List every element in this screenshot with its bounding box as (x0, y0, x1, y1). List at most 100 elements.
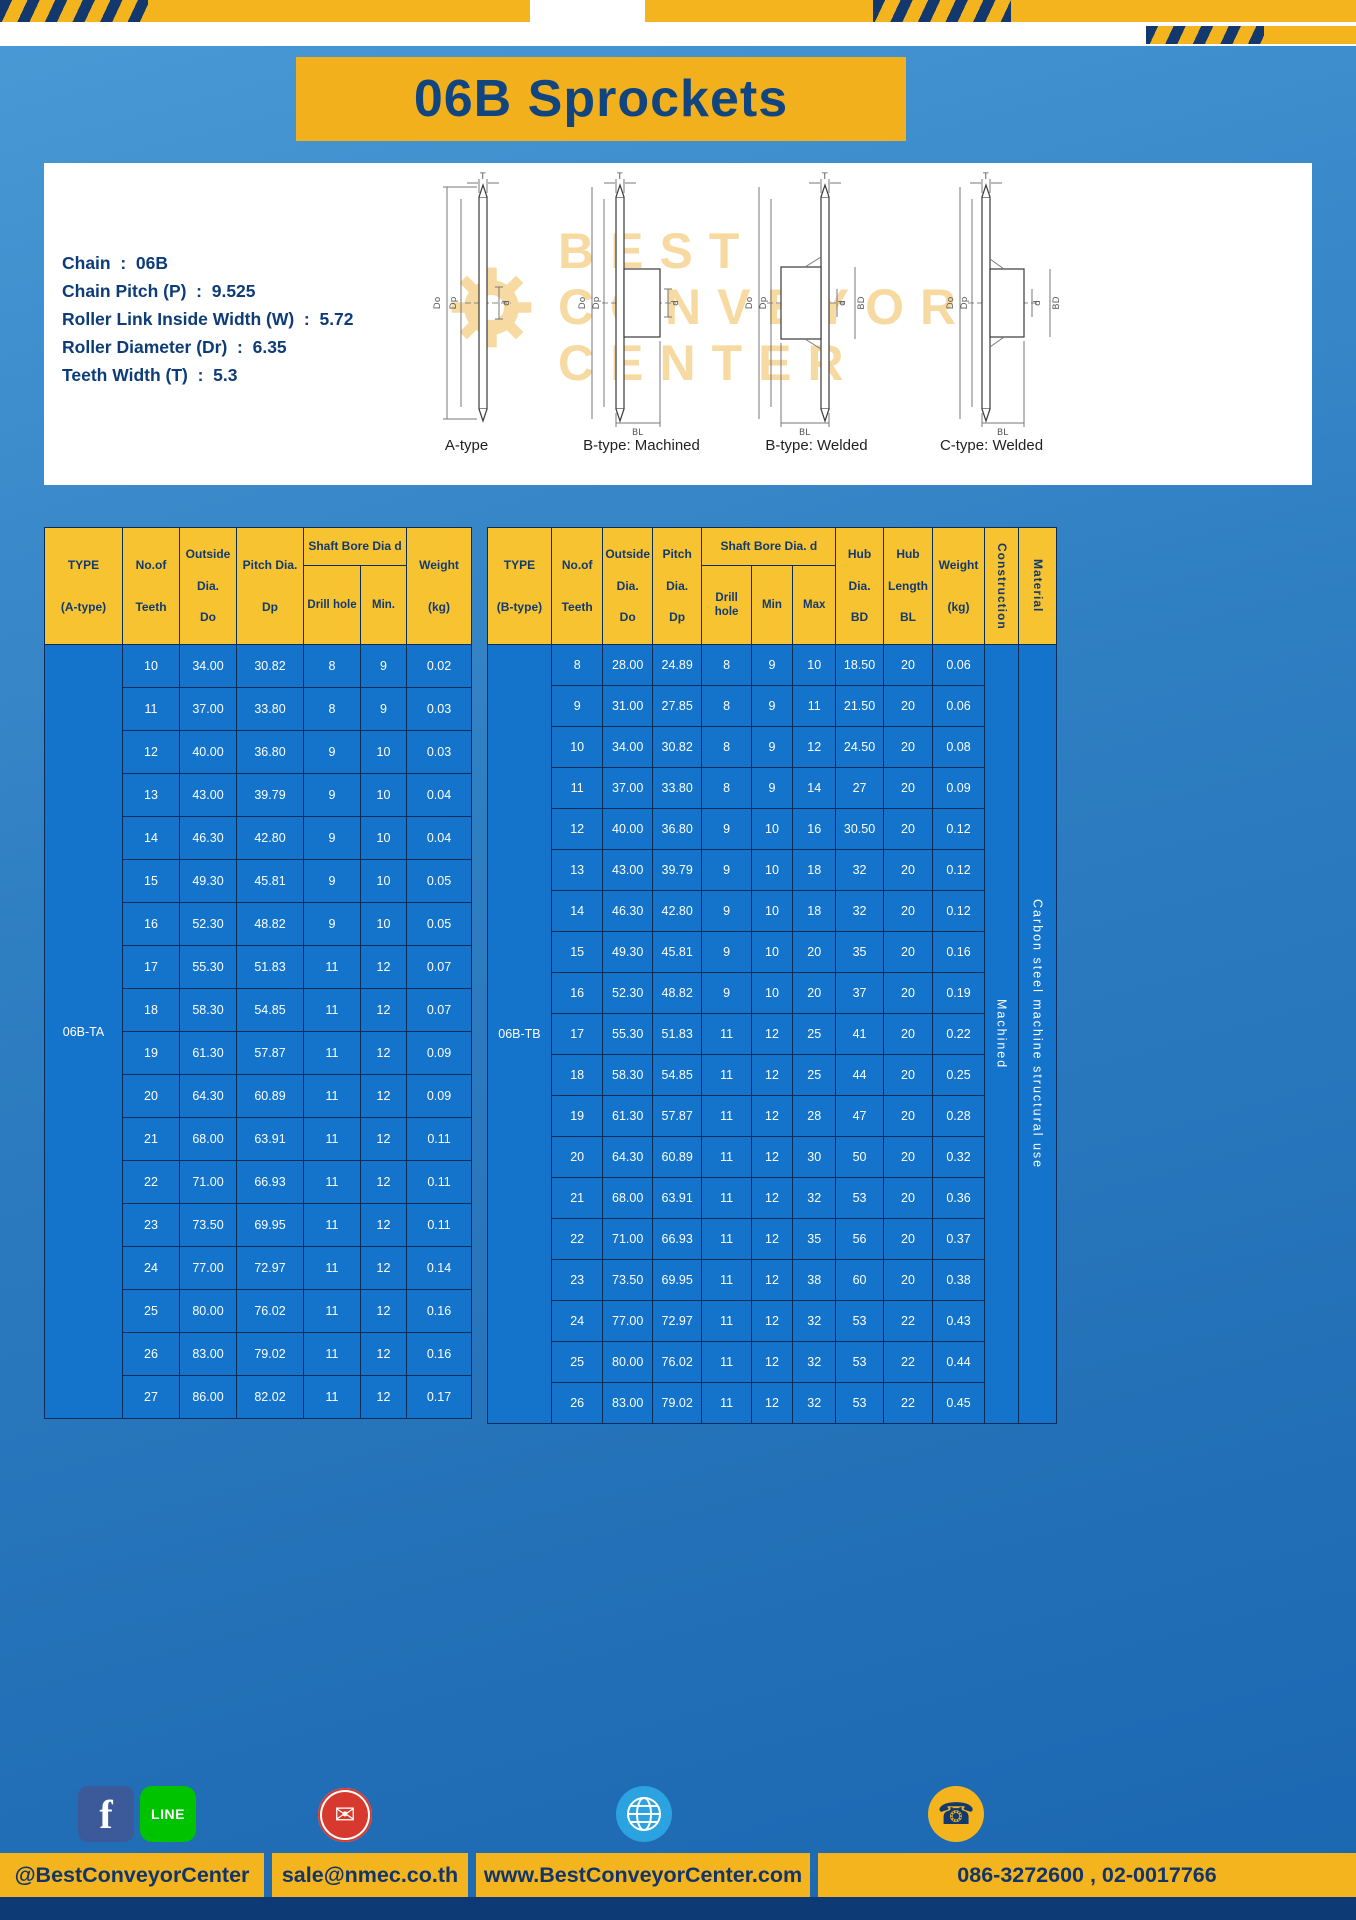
cell: 0.45 (932, 1382, 985, 1424)
header-material: Material (1017, 527, 1058, 645)
table-row: 22 71.00 66.93 11 12 35 56 20 0.37 (488, 1218, 1057, 1260)
drawing-caption: A-type (444, 437, 489, 454)
table-row: 17 55.30 51.83 11 12 25 41 20 0.22 (488, 1013, 1057, 1055)
cell: 69.95 (236, 1203, 304, 1247)
dim-t-label: T (479, 172, 486, 182)
dim-d-label: d (1033, 300, 1043, 306)
table-row: 13 43.00 39.79 9 10 0.04 (45, 773, 473, 817)
cell: 83.00 (602, 1382, 653, 1424)
cell: 76.02 (651, 1341, 703, 1383)
cell: 61.30 (179, 1031, 237, 1075)
cell: 11 (792, 685, 837, 727)
cell: 69.95 (651, 1259, 703, 1301)
cell: 12 (750, 1259, 794, 1301)
cell: 27.85 (651, 685, 703, 727)
cell: 27 (122, 1375, 180, 1419)
cell: 12 (750, 1177, 794, 1219)
cell: 53 (835, 1300, 884, 1342)
line-icon[interactable]: LINE (140, 1786, 196, 1842)
header-hub-dia: Hub Dia. BD (835, 527, 884, 645)
cell: 11 (701, 1095, 752, 1137)
phone-icon[interactable]: ☎ (928, 1786, 984, 1842)
cell: 42.80 (651, 890, 703, 932)
header-weight: Weight (kg) (932, 527, 985, 645)
cell: 12 (359, 1074, 408, 1118)
cell: 45.81 (236, 859, 304, 903)
cell: 10 (750, 849, 794, 891)
footer-website[interactable]: www.BestConveyorCenter.com (476, 1853, 810, 1897)
cell: 10 (750, 931, 794, 973)
header-min: Min. (359, 565, 408, 645)
cell: 17 (550, 1013, 604, 1055)
cell: 06B-TB (487, 644, 552, 1424)
table-row: 11 37.00 33.80 8 9 0.03 (45, 687, 473, 731)
cell: 30.82 (651, 726, 703, 768)
footer-bar: @BestConveyorCenter sale@nmec.co.th www.… (0, 1853, 1356, 1897)
cell: 35 (835, 931, 884, 973)
cell: 20 (882, 1218, 934, 1260)
footer-phone-numbers[interactable]: 086-3272600 , 02-0017766 (818, 1853, 1356, 1897)
table-row: 22 71.00 66.93 11 12 0.11 (45, 1160, 473, 1204)
cell: 10 (359, 773, 408, 817)
hazard-stripe (873, 0, 1011, 22)
cell: 77.00 (179, 1246, 237, 1290)
cell: 31.00 (602, 685, 653, 727)
dim-d-label: d (671, 300, 681, 306)
cell: 20 (882, 1177, 934, 1219)
footer-social-handle[interactable]: @BestConveyorCenter (0, 1853, 264, 1897)
cell: 0.16 (406, 1332, 473, 1376)
cell: 8 (701, 767, 752, 809)
dim-do-label: Do (745, 296, 755, 309)
cell: 12 (750, 1013, 794, 1055)
table-row: 06B-TB 8 28.00 24.89 8 9 10 18.50 20 0.06 Machined… (487, 644, 1058, 1424)
cell: 12 (750, 1054, 794, 1096)
cell: 46.30 (179, 816, 237, 860)
header-teeth: No.of Teeth (550, 527, 604, 645)
email-icon[interactable]: ✉ (318, 1788, 372, 1842)
cell: 83.00 (179, 1332, 237, 1376)
cell: 18.50 (835, 644, 884, 686)
table-b-header: TYPE (B-type) No.of Teeth Outside Dia. Do Pi… (487, 527, 1058, 645)
header-type: TYPE (B-type) (487, 527, 552, 645)
cell: 20 (882, 1259, 934, 1301)
footer-email-address[interactable]: sale@nmec.co.th (272, 1853, 468, 1897)
cell: 11 (701, 1177, 752, 1219)
cell: 73.50 (179, 1203, 237, 1247)
table-row: 26 83.00 79.02 11 12 0.16 (45, 1332, 473, 1376)
header-weight: Weight (kg) (406, 527, 473, 645)
cell: 21.50 (835, 685, 884, 727)
cell: 11 (303, 1246, 361, 1290)
table-row: 25 80.00 76.02 11 12 0.16 (45, 1289, 473, 1333)
cell: 25 (122, 1289, 180, 1333)
cell: 25 (550, 1341, 604, 1383)
cell: 0.06 (932, 644, 985, 686)
drawing-c-type-welded: T Do Dp d BD BL C-type: Welded (904, 169, 1079, 454)
cell: 22 (122, 1160, 180, 1204)
table-row: 26 83.00 79.02 11 12 32 53 22 0.45 (488, 1382, 1057, 1424)
cell: 68.00 (602, 1177, 653, 1219)
cell: 11 (701, 1054, 752, 1096)
cell: 20 (550, 1136, 604, 1178)
cell: 0.09 (406, 1031, 473, 1075)
hazard-stripe (0, 0, 148, 22)
globe-icon[interactable] (616, 1786, 672, 1842)
cell: 15 (122, 859, 180, 903)
cell: 28 (792, 1095, 837, 1137)
cell: 0.03 (406, 687, 473, 731)
cell: 0.04 (406, 773, 473, 817)
cell: 43.00 (602, 849, 653, 891)
cell: 55.30 (179, 945, 237, 989)
cell: 0.37 (932, 1218, 985, 1260)
cell: 48.82 (651, 972, 703, 1014)
cell: 72.97 (651, 1300, 703, 1342)
dim-dp-label: Dp (960, 296, 970, 309)
cell: 14 (550, 890, 604, 932)
cell: 22 (882, 1341, 934, 1383)
header-shaft-bore-group: Shaft Bore Dia d (302, 527, 408, 566)
cell: 11 (701, 1341, 752, 1383)
cell: 53 (835, 1341, 884, 1383)
dim-bl-label: BL (799, 428, 810, 437)
table-row: 11 37.00 33.80 8 9 14 27 20 0.09 (488, 767, 1057, 809)
facebook-icon[interactable]: f (78, 1786, 134, 1842)
